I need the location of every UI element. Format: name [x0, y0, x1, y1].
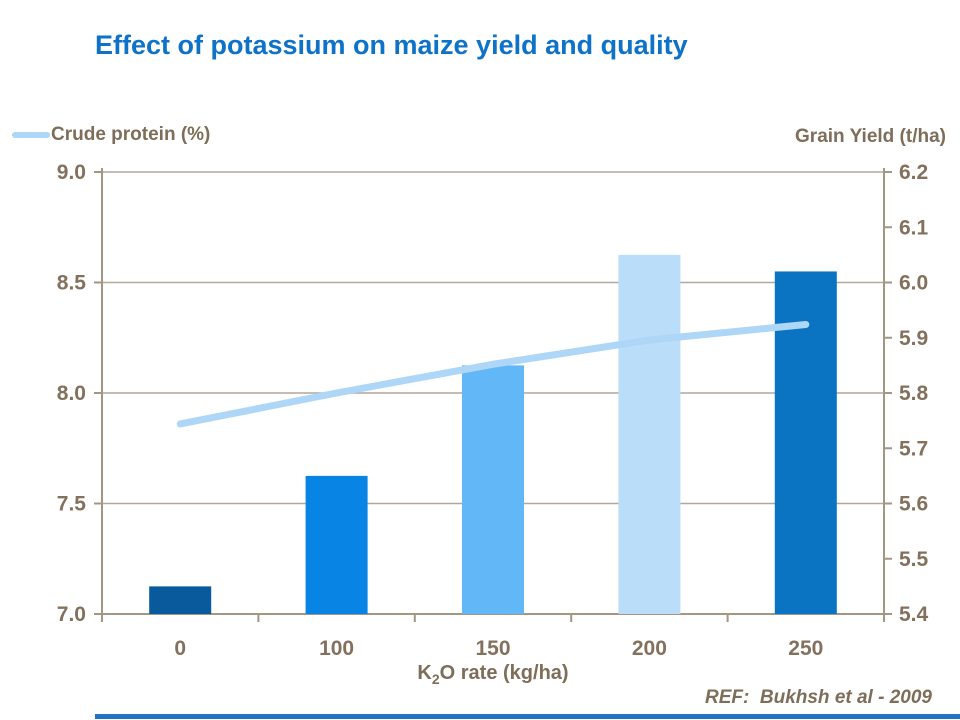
- left-axis-tick-label: 8.5: [57, 272, 87, 295]
- x-axis-title: K2O rate (kg/ha): [102, 662, 884, 687]
- left-axis-tick-label: 7.5: [57, 493, 87, 516]
- right-axis-tick-label: 6.0: [899, 272, 928, 295]
- reference-citation: REF: Bukhsh et al - 2009: [704, 687, 932, 708]
- left-axis-tick-label: 7.0: [57, 603, 86, 626]
- bar-grain-yield-200: [618, 254, 681, 614]
- chart-title: Effect of potassium on maize yield and q…: [95, 30, 688, 60]
- x-axis-category-label: 100: [319, 637, 354, 660]
- right-axis-tick-label: 5.6: [899, 493, 928, 516]
- left-axis-tick-label: 8.0: [57, 382, 86, 405]
- bar-grain-yield-150: [462, 365, 524, 614]
- line-series-swatch-icon: [12, 132, 50, 138]
- x-axis-category-label: 0: [174, 637, 186, 660]
- right-axis-tick-label: 5.4: [899, 603, 929, 626]
- right-axis-tick-label: 5.7: [899, 437, 928, 460]
- bottom-accent-bar: [95, 714, 960, 719]
- x-axis-category-label: 250: [788, 637, 823, 660]
- right-axis-title: Grain Yield (t/ha): [795, 126, 946, 147]
- left-axis-tick-label: 9.0: [57, 161, 86, 184]
- bar-grain-yield-0: [149, 586, 212, 614]
- x-axis-title-subscript: 2: [431, 671, 440, 687]
- crude-protein-line: [176, 320, 810, 428]
- right-axis-tick-label: 5.5: [899, 548, 929, 571]
- x-axis-category-label: 150: [475, 637, 510, 660]
- right-axis-tick-label: 5.9: [899, 327, 928, 350]
- right-axis-tick-label: 5.8: [899, 382, 929, 405]
- right-axis-tick-label: 6.1: [899, 216, 929, 239]
- legend: Crude protein (%): [12, 124, 210, 146]
- right-axis-tick-label: 6.2: [899, 161, 928, 184]
- x-axis-category-label: 200: [632, 637, 667, 660]
- bar-grain-yield-100: [305, 475, 368, 614]
- x-axis-title-text: K: [417, 662, 432, 684]
- legend-label-crude-protein: Crude protein (%): [51, 124, 211, 145]
- x-axis-title-text-rest: O rate (kg/ha): [439, 662, 569, 684]
